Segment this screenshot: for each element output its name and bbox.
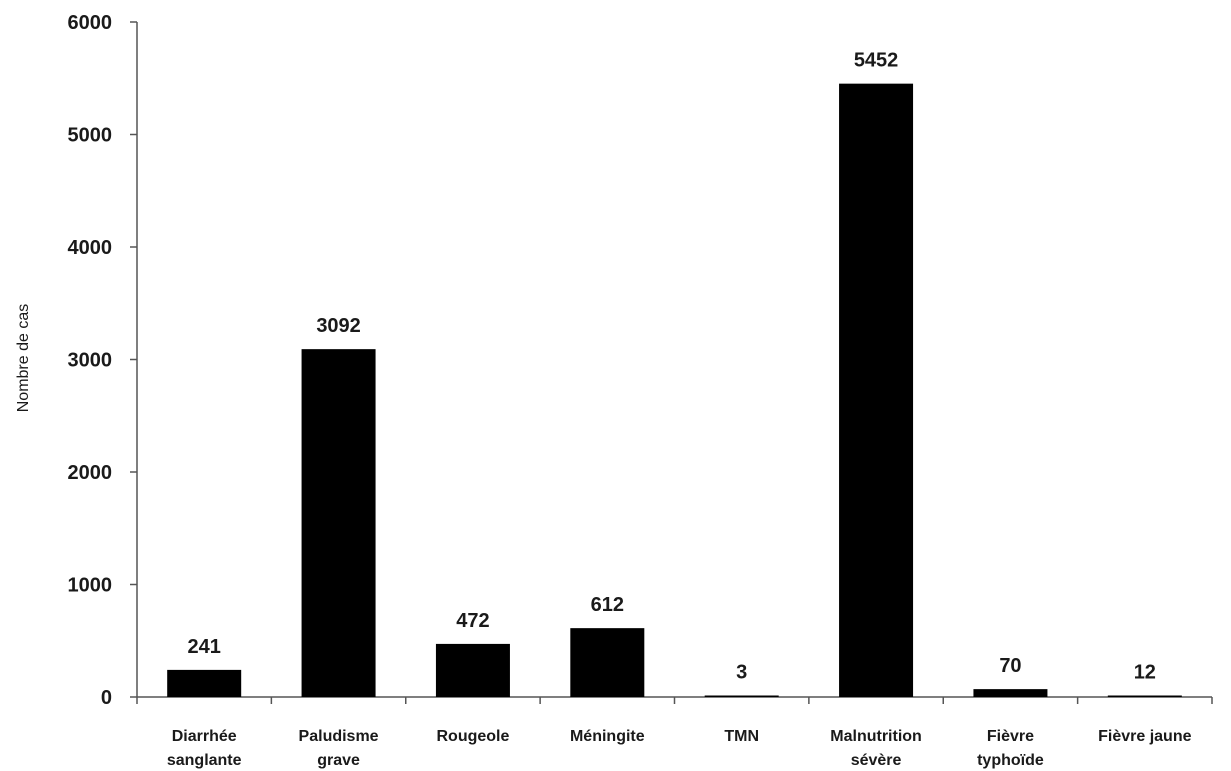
y-tick-label: 2000 bbox=[68, 462, 113, 484]
bar bbox=[839, 83, 914, 697]
bar bbox=[1107, 695, 1182, 697]
y-tick-label: 1000 bbox=[68, 575, 113, 597]
y-tick-label: 6000 bbox=[68, 12, 113, 34]
data-label: 3092 bbox=[316, 315, 361, 337]
y-tick-label: 3000 bbox=[68, 350, 113, 372]
data-label: 241 bbox=[188, 636, 221, 658]
x-tick-label: Fièvre jaune bbox=[1098, 728, 1191, 745]
bar bbox=[167, 669, 242, 697]
bar bbox=[570, 628, 645, 697]
bar bbox=[435, 643, 510, 697]
data-label: 12 bbox=[1134, 662, 1156, 684]
bar bbox=[704, 695, 779, 697]
y-axis: 0 1000 2000 3000 4000 5000 6000 bbox=[68, 12, 138, 709]
data-label: 70 bbox=[999, 655, 1021, 677]
x-tick-label: TMN bbox=[724, 728, 759, 745]
y-tick-label: 4000 bbox=[68, 237, 113, 259]
data-label: 5452 bbox=[854, 50, 899, 72]
x-tick-label: Paludisme grave bbox=[299, 728, 379, 769]
data-label: 3 bbox=[736, 662, 747, 684]
x-axis: Diarrhée sanglante Paludisme grave Rougeole M… bbox=[136, 696, 1213, 769]
data-label: 612 bbox=[591, 594, 624, 616]
bars bbox=[167, 83, 1182, 697]
bar bbox=[301, 349, 376, 697]
x-tick-label: Rougeole bbox=[436, 728, 509, 745]
x-tick-label: Fièvre typhoïde bbox=[977, 728, 1044, 769]
x-tick-label: Méningite bbox=[570, 728, 645, 745]
y-tick-label: 0 bbox=[101, 687, 112, 709]
y-axis-label: Nombre de cas bbox=[15, 304, 32, 413]
data-label: 472 bbox=[456, 610, 489, 632]
x-tick-label: Diarrhée sanglante bbox=[167, 728, 242, 769]
data-labels: 241 3092 472 612 3 5452 70 12 bbox=[188, 50, 1156, 684]
x-tick-label: Malnutrition sévère bbox=[830, 728, 922, 769]
y-tick-label: 5000 bbox=[68, 125, 113, 147]
bar bbox=[973, 689, 1048, 697]
